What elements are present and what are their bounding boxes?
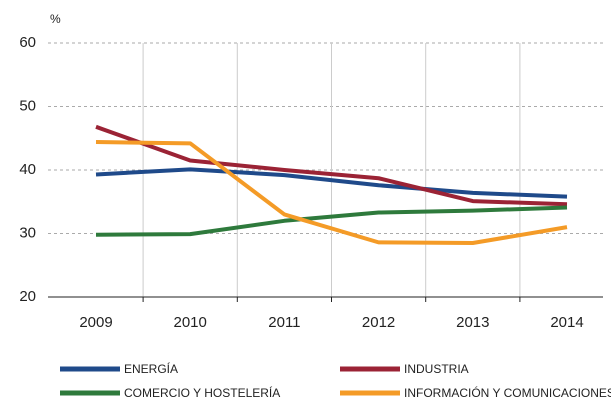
- series-line: [95, 205, 568, 237]
- legend-label: INFORMACIÓN Y COMUNICACIONES: [404, 385, 611, 400]
- series-line: [95, 124, 568, 207]
- x-tick-label: 2013: [456, 314, 489, 331]
- legend-label: COMERCIO Y HOSTELERÍA: [124, 385, 280, 400]
- y-tick-label: 60: [19, 34, 36, 51]
- legend-label: ENERGÍA: [124, 361, 178, 376]
- x-tick-label: 2014: [550, 314, 583, 331]
- series-line: [95, 140, 568, 246]
- legend-label: INDUSTRIA: [404, 362, 469, 376]
- x-tick-label: 2010: [174, 314, 207, 331]
- x-tick-label: 2009: [79, 314, 112, 331]
- x-tick-label: 2011: [268, 314, 300, 331]
- y-tick-label: 50: [19, 97, 36, 114]
- y-axis-unit: %: [50, 12, 61, 26]
- y-tick-label: 30: [19, 224, 36, 241]
- y-tick-label: 20: [19, 288, 36, 305]
- series-line: [95, 167, 568, 199]
- x-tick-label: 2012: [362, 314, 395, 331]
- y-tick-label: 40: [19, 161, 36, 178]
